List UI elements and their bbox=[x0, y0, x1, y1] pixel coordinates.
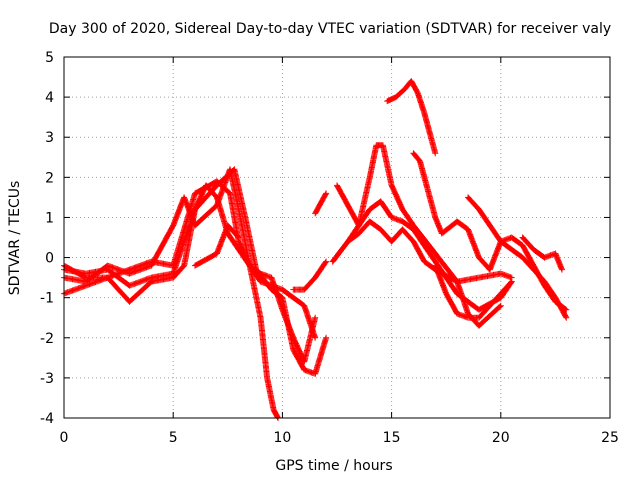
x-tick-label: 15 bbox=[383, 430, 401, 446]
series-track-7 bbox=[312, 190, 330, 217]
y-tick-label: 5 bbox=[45, 50, 54, 66]
grid-lines bbox=[64, 57, 610, 418]
series-track-9 bbox=[334, 182, 515, 313]
axis-ticks: 0 5 10 15 20 25 -4 -3 -2 -1 0 1 2 3 4 5 bbox=[40, 50, 619, 446]
series-track-1 bbox=[61, 166, 281, 421]
y-tick-label: -1 bbox=[40, 291, 54, 307]
y-tick-label: -3 bbox=[40, 371, 54, 387]
series-markers bbox=[290, 258, 330, 293]
y-tick-label: 0 bbox=[45, 251, 54, 267]
series-markers bbox=[192, 222, 242, 269]
series-markers bbox=[519, 234, 565, 273]
x-tick-label: 10 bbox=[273, 430, 291, 446]
series-track-5 bbox=[192, 222, 242, 269]
x-tick-label: 0 bbox=[60, 430, 69, 446]
series-track-13 bbox=[465, 194, 570, 313]
y-tick-label: 3 bbox=[45, 130, 54, 146]
series-markers bbox=[334, 182, 515, 313]
series-markers bbox=[61, 166, 281, 421]
y-tick-label: -2 bbox=[40, 331, 54, 347]
series-track-4 bbox=[61, 178, 319, 341]
series-markers bbox=[432, 262, 515, 321]
x-tick-label: 25 bbox=[601, 430, 619, 446]
series-track-6 bbox=[290, 258, 330, 293]
series-track-14 bbox=[432, 262, 515, 321]
chart-title: Day 300 of 2020, Sidereal Day-to-day VTE… bbox=[49, 21, 611, 37]
series-markers bbox=[384, 78, 439, 157]
x-tick-label: 5 bbox=[169, 430, 178, 446]
x-axis-label: GPS time / hours bbox=[275, 458, 392, 474]
series-track-15 bbox=[519, 234, 565, 273]
y-tick-label: 1 bbox=[45, 210, 54, 226]
x-tick-label: 20 bbox=[492, 430, 510, 446]
data-points bbox=[61, 78, 570, 421]
series-track-12 bbox=[410, 150, 570, 321]
y-tick-label: 2 bbox=[45, 170, 54, 186]
series-markers bbox=[61, 178, 319, 341]
y-tick-label: -4 bbox=[40, 411, 54, 427]
series-markers bbox=[312, 190, 330, 217]
y-tick-label: 4 bbox=[45, 90, 54, 106]
y-axis-label: SDTVAR / TECUs bbox=[7, 181, 23, 296]
series-markers bbox=[410, 150, 570, 321]
series-track-11 bbox=[384, 78, 439, 157]
plot-frame bbox=[63, 56, 611, 419]
series-markers bbox=[465, 194, 570, 313]
